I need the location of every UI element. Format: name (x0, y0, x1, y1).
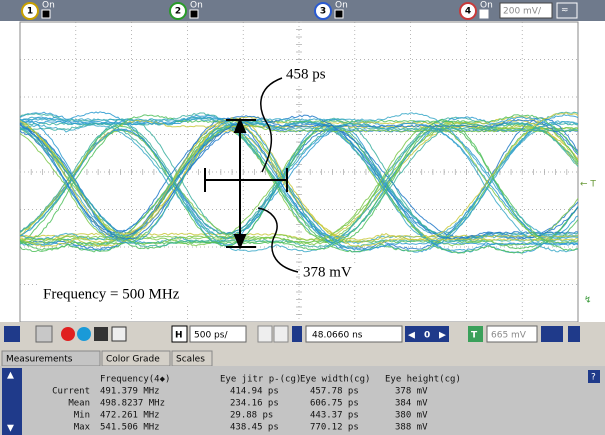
count: 0 (424, 331, 430, 341)
tool-button[interactable] (258, 326, 272, 342)
channel-checkbox[interactable] (480, 10, 488, 18)
trigger-marker: ← T (580, 180, 596, 190)
tool-button[interactable] (36, 326, 52, 342)
channel-state: On (480, 1, 493, 11)
cell: 384 mV (395, 399, 428, 409)
cell: 491.379 MHz (100, 387, 160, 397)
spinner[interactable] (541, 326, 563, 342)
channel-4-scale[interactable]: 200 mV/ (503, 7, 542, 17)
row-label: Mean (68, 399, 90, 409)
row-label: Min (74, 411, 90, 421)
frequency-label: Frequency = 500 MHz (43, 286, 180, 302)
channel-number: 3 (320, 7, 326, 17)
cell: 29.88 ps (230, 411, 273, 421)
scope-window: 458 ps 378 mV Frequency = 500 MHz ← T ↯ … (0, 0, 605, 435)
tab-label: Scales (176, 355, 205, 365)
tool-button[interactable] (4, 326, 20, 342)
tool-button[interactable] (292, 326, 302, 342)
cell: 443.37 ps (310, 411, 359, 421)
channel-checkbox[interactable] (190, 10, 198, 18)
cell: 498.8237 MHz (100, 399, 165, 409)
cell: 606.75 ps (310, 399, 359, 409)
measurement-table: Frequency(4◆) Eye jitr p-(cg)Eye width(cg… (52, 375, 461, 433)
cell: 472.261 MHz (100, 411, 160, 421)
marker-icon: ↯ (584, 296, 592, 306)
scroll-down: ▼ (7, 424, 14, 434)
tab-label: Color Grade (106, 355, 160, 365)
trigger-level: 665 mV (491, 331, 527, 341)
cell: 380 mV (395, 411, 428, 421)
channel-number: 2 (175, 7, 181, 17)
scroll-up: ▲ (7, 371, 14, 381)
tool-button[interactable] (274, 326, 288, 342)
print-button[interactable] (112, 327, 126, 341)
cell: 378 mV (395, 387, 428, 397)
h-label: H (175, 331, 183, 341)
channel-number: 1 (27, 7, 33, 17)
cell: 541.506 MHz (100, 423, 160, 433)
tab-label: Measurements (6, 355, 73, 365)
cell: 388 mV (395, 423, 428, 433)
step-left: ◀ (408, 331, 415, 341)
row-label: Current (52, 387, 90, 397)
channel-state: On (335, 1, 348, 11)
channel-state: On (42, 1, 55, 11)
row-label: Max (74, 423, 91, 433)
cell: 438.45 ps (230, 423, 279, 433)
help: ? (591, 373, 596, 383)
step-right: ▶ (439, 331, 446, 341)
column-header: Eye jitr p-(cg) (220, 375, 301, 385)
t-label: T (471, 331, 478, 341)
page: 458 ps 378 mV Frequency = 500 MHz ← T ↯ … (0, 0, 605, 435)
height-label: 378 mV (303, 264, 352, 280)
jitter-label: 458 ps (286, 66, 326, 82)
record-button[interactable] (61, 327, 75, 341)
channel-checkbox[interactable] (42, 10, 50, 18)
cell: 770.12 ps (310, 423, 359, 433)
cell: 234.16 ps (230, 399, 279, 409)
tool-button[interactable] (568, 326, 580, 342)
position: 48.0660 ns (312, 331, 363, 341)
column-header: Eye width(cg) (300, 375, 370, 385)
timebase: 500 ps/ (194, 331, 228, 341)
channel-number: 4 (465, 7, 471, 17)
column-header: Eye height(cg) (385, 375, 461, 385)
tabs: Measurements Color Grade Scales (2, 351, 212, 366)
cell: 414.94 ps (230, 387, 279, 397)
column-header: Frequency(4◆) (100, 375, 170, 385)
cell: 457.78 ps (310, 387, 359, 397)
color-button[interactable] (77, 327, 91, 341)
channel-checkbox[interactable] (335, 10, 343, 18)
channel-state: On (190, 1, 203, 11)
tool-button[interactable] (94, 327, 108, 341)
coupling-glyph: ≂ (561, 6, 569, 16)
